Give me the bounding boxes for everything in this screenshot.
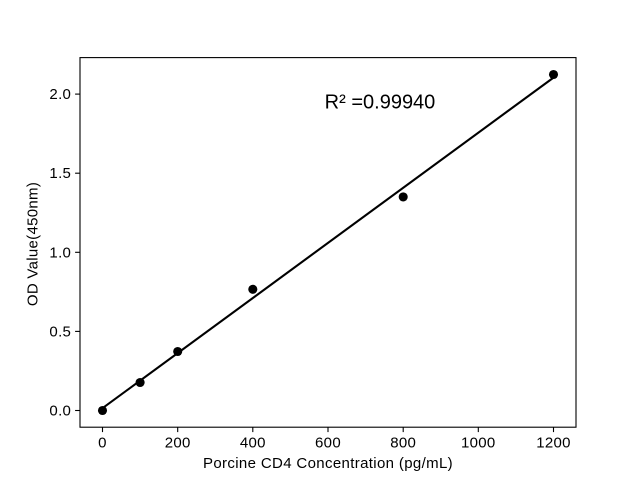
svg-text:1.5: 1.5 xyxy=(49,165,71,182)
svg-text:200: 200 xyxy=(165,435,191,452)
svg-text:1.0: 1.0 xyxy=(49,244,71,261)
svg-text:0.5: 0.5 xyxy=(49,323,71,340)
svg-text:600: 600 xyxy=(315,435,341,452)
svg-text:Porcine CD4 Concentration (pg/: Porcine CD4 Concentration (pg/mL) xyxy=(203,455,453,472)
svg-text:OD Value(450nm): OD Value(450nm) xyxy=(25,182,42,306)
svg-text:0: 0 xyxy=(98,435,107,452)
svg-text:R² =0.99940: R² =0.99940 xyxy=(325,92,436,114)
svg-text:2.0: 2.0 xyxy=(49,86,71,103)
svg-text:1200: 1200 xyxy=(536,435,571,452)
svg-text:1000: 1000 xyxy=(461,435,496,452)
svg-text:400: 400 xyxy=(240,435,266,452)
svg-text:800: 800 xyxy=(390,435,416,452)
svg-text:0.0: 0.0 xyxy=(49,403,71,420)
